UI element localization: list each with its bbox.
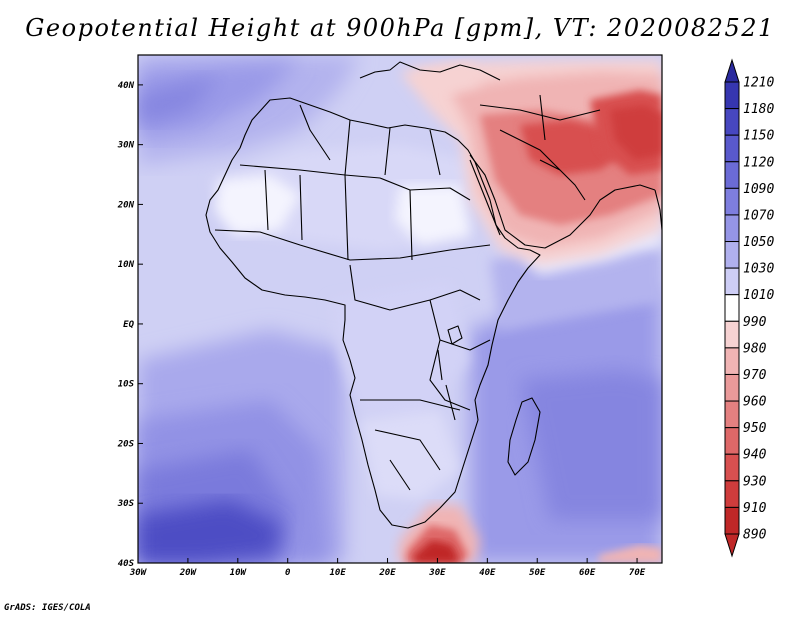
- contour-1010-central-africa: [330, 280, 470, 420]
- lat-tick-label: 30N: [117, 141, 135, 151]
- colorbar-segment: [724, 134, 740, 163]
- colorbar-label: 1010: [743, 288, 774, 303]
- colorbar-segment: [724, 400, 740, 429]
- colorbar-segment: [724, 241, 740, 269]
- colorbar-segment: [724, 347, 740, 375]
- colorbar-label: 1090: [743, 182, 774, 197]
- border-southern-africa: [360, 399, 461, 491]
- map-plot-area: [138, 55, 662, 563]
- lon-tick-label: 60E: [579, 568, 596, 578]
- colorbar-segment: [724, 453, 740, 482]
- contour-1070-band: [138, 75, 220, 125]
- colorbar-label: 940: [743, 448, 767, 463]
- red-sea-coast: [469, 159, 501, 236]
- colorbar-label: 1030: [743, 262, 774, 277]
- plot-frame: [137, 54, 663, 564]
- lat-tick-label: 20S: [117, 439, 135, 449]
- contour-910-pakistan-core: [610, 105, 662, 160]
- lat-tick-label: 10S: [118, 380, 135, 390]
- grid-ticks: [138, 84, 638, 563]
- border-central-africa: [349, 264, 481, 311]
- colorbar-segment: [724, 373, 740, 402]
- colorbar-segment: [724, 427, 740, 455]
- border-east-africa: [429, 299, 491, 411]
- colorbar-segment: [724, 161, 740, 189]
- colorbar-label: 1210: [743, 76, 774, 91]
- colorbar-segment: [724, 108, 740, 136]
- colorbar-label: 970: [743, 368, 767, 383]
- contour-1070-indian-ocean: [520, 370, 662, 520]
- lon-tick-label: 20E: [378, 568, 396, 578]
- lon-tick-label: 30E: [428, 568, 446, 578]
- lat-tick-label: 40N: [118, 81, 135, 91]
- latitude-tick-labels: 40N 30N 20N 10N EQ 10S 20S 30S 40S: [117, 81, 135, 569]
- contour-990-west-africa: [215, 175, 300, 235]
- border-north-africa: [299, 104, 441, 176]
- madagascar-coastline: [507, 397, 541, 476]
- lon-tick-label: 70E: [629, 568, 646, 578]
- colorbar-extend-bottom: [724, 533, 740, 558]
- lon-tick-label: 30W: [129, 568, 148, 578]
- colorbar-label: 990: [743, 315, 767, 330]
- longitude-tick-labels: 30W 20W 10W 0 10E 20E 30E 40E 50E 60E 70E: [129, 568, 646, 578]
- contour-1050-band: [138, 60, 300, 140]
- colorbar-label: 910: [743, 501, 767, 516]
- arabia-coastline: [469, 154, 656, 249]
- europe-coastline: [359, 61, 501, 81]
- border-sahara-2: [264, 169, 413, 261]
- height-field: [138, 55, 662, 563]
- coastlines-and-borders: [205, 61, 662, 529]
- lon-tick-label: 40E: [479, 568, 496, 578]
- colorbar-segment: [724, 187, 740, 216]
- colorbar-segment: [724, 320, 740, 349]
- lat-tick-label: 30S: [117, 499, 135, 509]
- lon-tick-label: 10E: [329, 568, 346, 578]
- lat-tick-label: 40S: [118, 559, 135, 569]
- border-west-africa: [214, 229, 491, 261]
- africa-coastline: [205, 97, 541, 529]
- colorbar-segment: [724, 294, 740, 322]
- grads-credit: GrADS: IGES/COLA: [4, 603, 91, 613]
- lon-tick-label: 20W: [179, 568, 198, 578]
- lat-tick-label: EQ: [123, 320, 134, 330]
- lon-tick-label: 0: [285, 568, 291, 578]
- colorbar-label: 960: [743, 395, 767, 410]
- border-middle-east: [479, 94, 601, 171]
- colorbar-segment: [724, 81, 740, 110]
- colorbar-label: 890: [743, 528, 767, 543]
- lake-victoria: [447, 325, 463, 345]
- colorbar-segment: [724, 480, 740, 508]
- contour-1120-south-core: [138, 500, 282, 563]
- contour-990-sudan: [395, 185, 470, 245]
- colorbar-label: 950: [743, 421, 767, 436]
- india-coastline: [654, 189, 662, 231]
- lat-tick-label: 10N: [118, 260, 135, 270]
- lat-tick-label: 20N: [117, 200, 135, 210]
- contour-910-south-low-core: [413, 540, 460, 563]
- colorbar-extend-top: [724, 58, 740, 83]
- colorbar-label: 1050: [743, 235, 774, 250]
- gulf-coastline: [539, 159, 586, 201]
- lake-tanganyika: [437, 349, 456, 421]
- colorbar-segment: [724, 214, 740, 243]
- contour-980-southeast-low: [598, 545, 662, 563]
- colorbar-label: 1180: [743, 102, 774, 117]
- colorbar-label: 1150: [743, 129, 774, 144]
- map-title: Geopotential Height at 900hPa [gpm], VT:…: [25, 14, 775, 42]
- colorbar-label: 1120: [743, 155, 774, 170]
- colorbar-label: 930: [743, 474, 767, 489]
- colorbar-label: 980: [743, 341, 767, 356]
- colorbar-label: 1070: [743, 208, 774, 223]
- colorbar: 1210 1180 1150 1120 1090 1070 1050 1030 1010 990 9…: [724, 58, 774, 558]
- colorbar-segment: [724, 267, 740, 296]
- lon-tick-label: 50E: [529, 568, 546, 578]
- lon-tick-label: 10W: [230, 568, 248, 578]
- colorbar-segment: [724, 506, 740, 535]
- border-sahara-1: [239, 164, 471, 201]
